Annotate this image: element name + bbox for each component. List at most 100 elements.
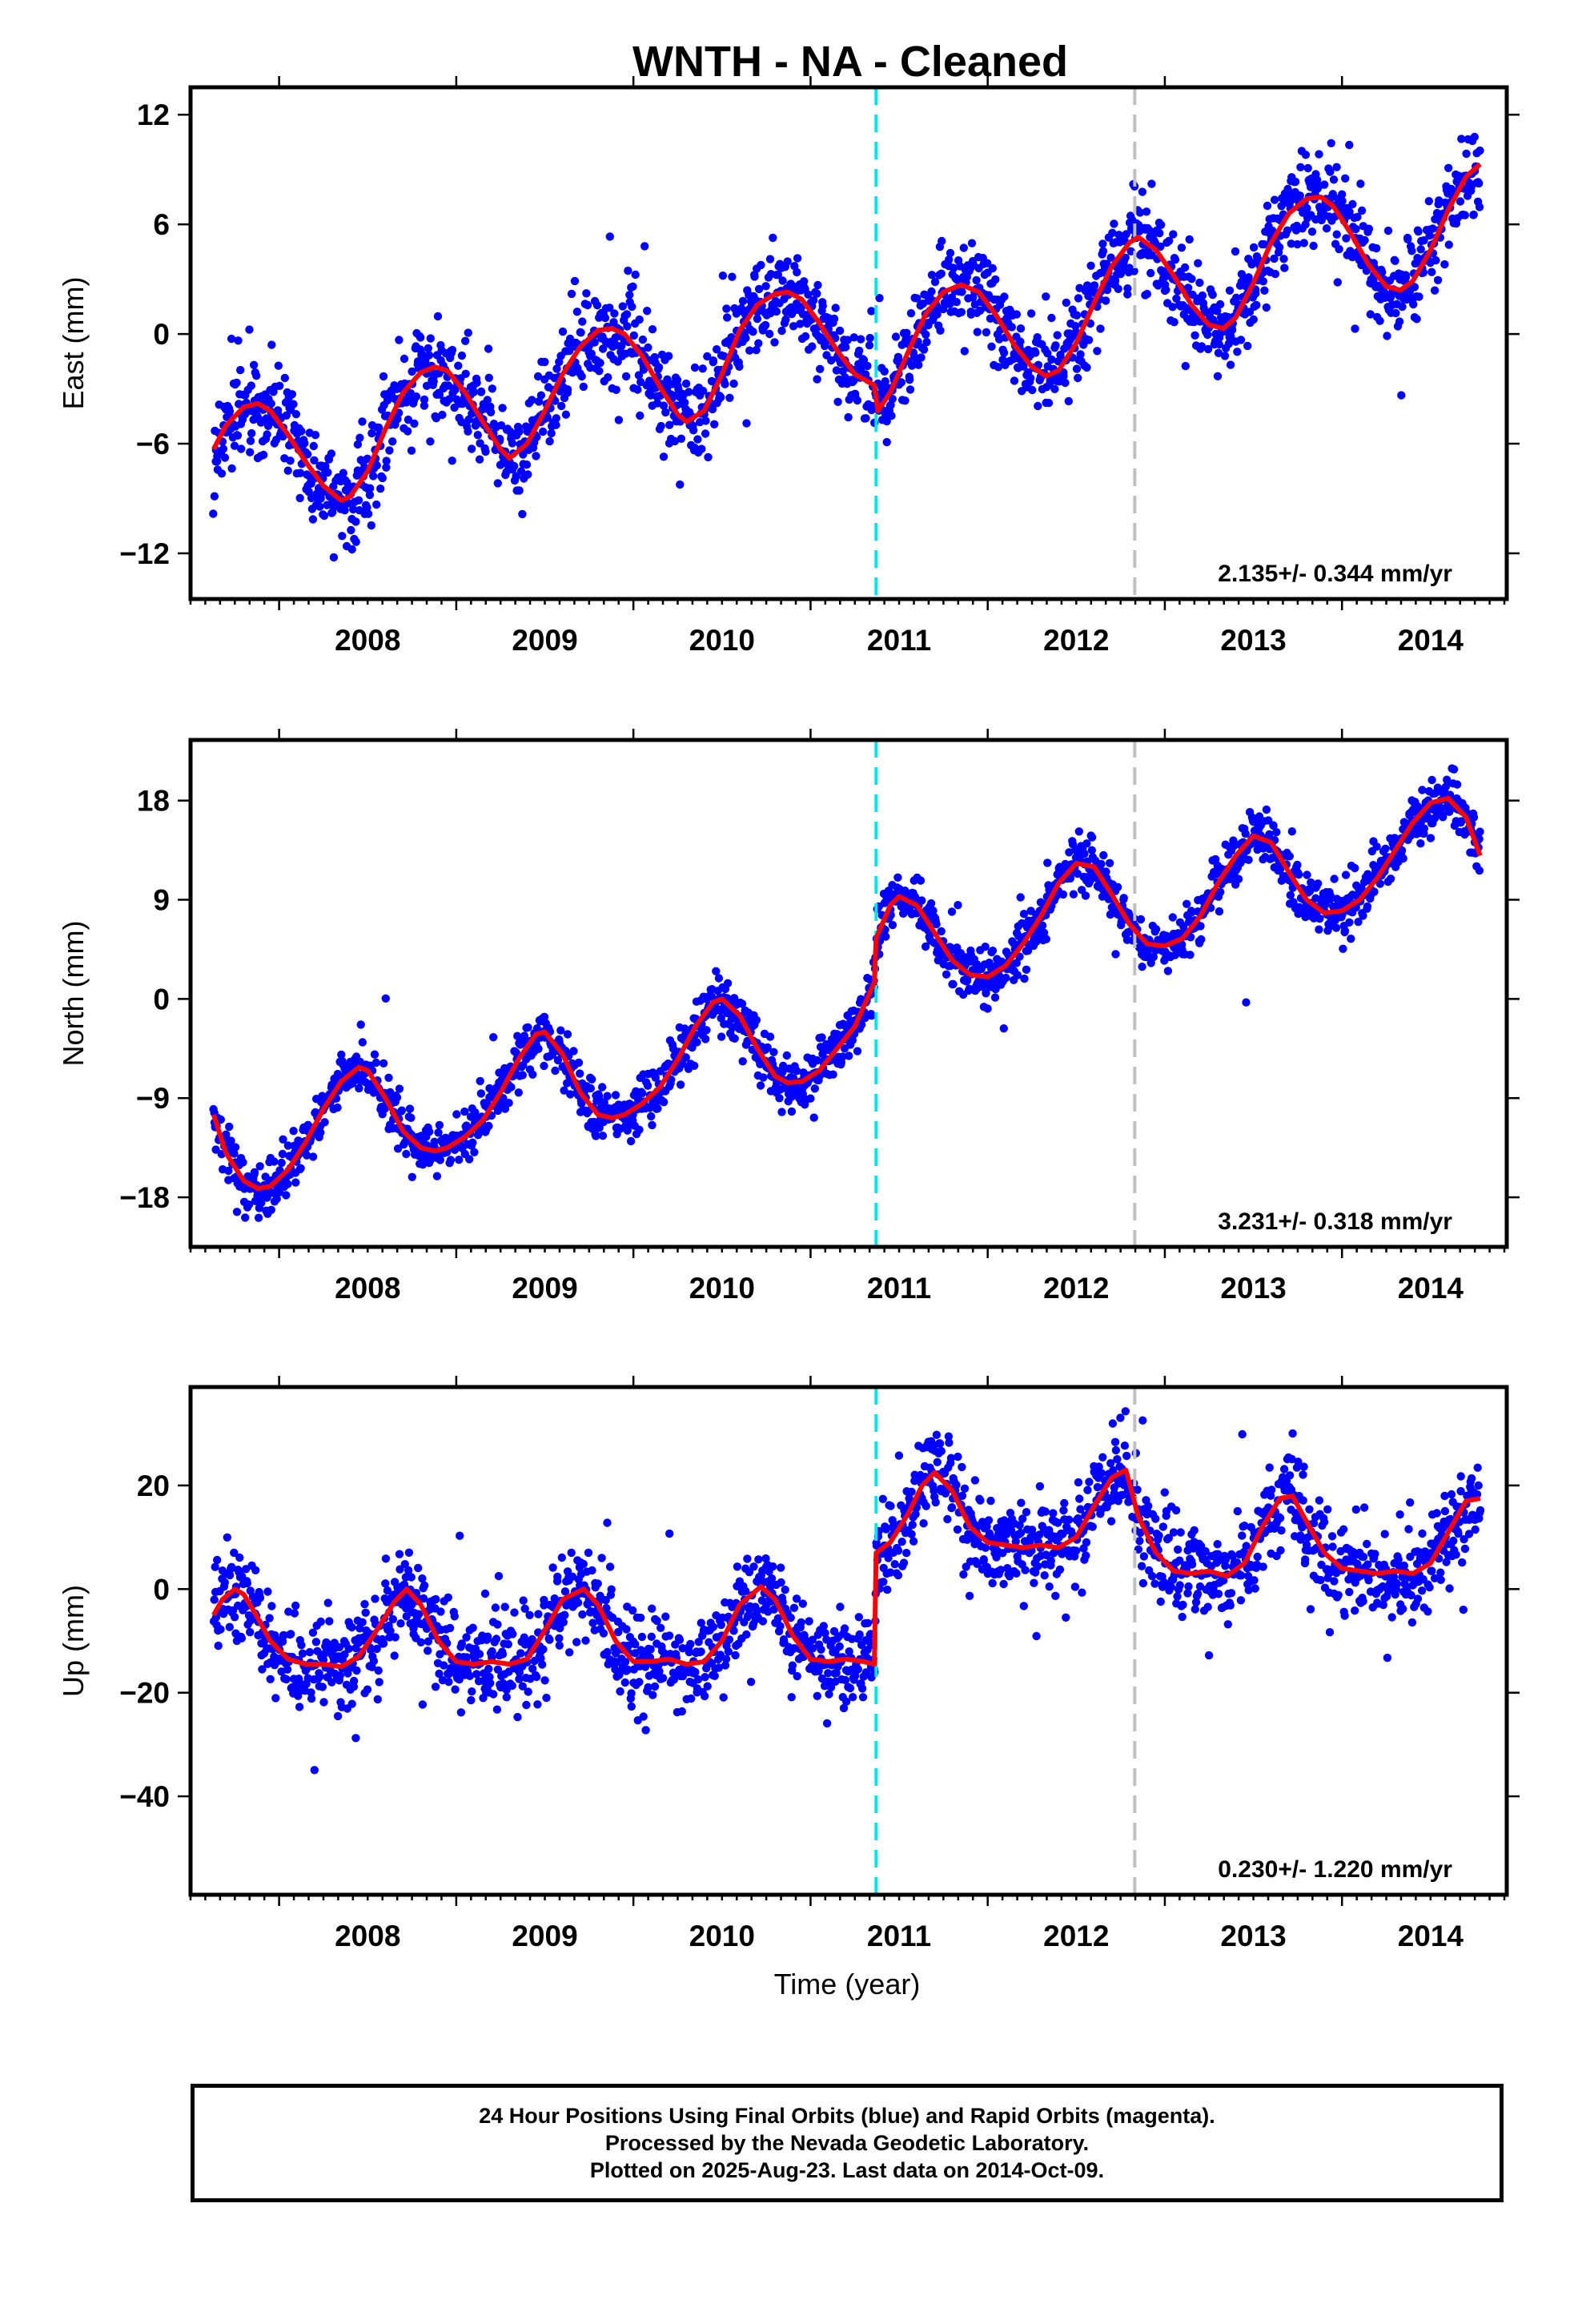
data-point — [1215, 340, 1224, 349]
data-point — [763, 1043, 772, 1052]
data-point — [315, 502, 324, 511]
data-point — [813, 289, 821, 298]
data-point — [644, 343, 652, 352]
data-point — [1345, 207, 1354, 216]
data-point — [781, 315, 790, 324]
data-point — [349, 1676, 359, 1686]
data-point — [801, 332, 810, 341]
data-point — [1286, 891, 1295, 900]
data-point — [548, 1563, 557, 1572]
data-point — [855, 346, 864, 356]
data-point — [1295, 870, 1303, 879]
data-point — [1320, 180, 1329, 189]
data-point — [988, 263, 998, 273]
data-point — [500, 1104, 510, 1113]
data-point — [1102, 259, 1111, 268]
data-point — [376, 485, 385, 493]
data-point — [373, 1695, 382, 1704]
data-point — [1338, 196, 1347, 206]
data-point — [255, 1162, 264, 1171]
data-point — [404, 427, 412, 436]
data-point — [567, 1548, 576, 1558]
data-point — [340, 1650, 349, 1659]
data-point — [1000, 292, 1009, 301]
data-point — [333, 1711, 343, 1721]
data-point — [605, 1562, 615, 1571]
data-point — [1338, 190, 1347, 199]
data-point — [424, 1647, 432, 1655]
data-point — [1275, 243, 1284, 251]
data-point — [670, 436, 680, 446]
data-point — [347, 1622, 356, 1632]
data-point — [524, 1023, 532, 1032]
y-tick-label: 12 — [137, 99, 170, 131]
data-point — [631, 1640, 640, 1649]
data-point — [468, 1138, 477, 1148]
data-point — [402, 1149, 411, 1159]
data-point — [614, 1627, 623, 1637]
data-point — [815, 364, 825, 373]
data-point — [770, 338, 779, 347]
data-point — [595, 367, 604, 376]
data-point — [456, 1708, 466, 1717]
data-point — [937, 927, 946, 936]
data-point — [223, 1533, 231, 1542]
data-point — [1182, 899, 1191, 909]
data-point — [1122, 230, 1130, 239]
data-point — [1208, 290, 1217, 300]
data-point — [451, 1685, 460, 1694]
data-point — [1185, 235, 1194, 244]
data-point — [311, 1638, 321, 1647]
data-point — [723, 313, 732, 322]
data-point — [1097, 859, 1106, 869]
data-point — [1042, 292, 1050, 301]
data-point — [1424, 197, 1434, 206]
y-tick-label: −9 — [136, 1082, 170, 1115]
data-point — [605, 304, 614, 312]
data-point — [420, 401, 429, 410]
data-point — [594, 1092, 604, 1101]
data-point — [597, 1554, 606, 1562]
data-point — [457, 1639, 466, 1648]
data-point — [1106, 253, 1115, 262]
data-point — [804, 290, 813, 299]
data-point — [617, 341, 626, 351]
data-point — [757, 260, 765, 270]
data-point — [635, 1678, 644, 1687]
data-point — [698, 386, 708, 396]
data-point — [1012, 959, 1022, 967]
data-point — [1086, 876, 1095, 885]
data-point — [1111, 950, 1120, 959]
data-point — [540, 357, 549, 367]
data-point — [1087, 833, 1097, 842]
data-point — [267, 399, 275, 408]
data-point — [536, 391, 546, 400]
data-point — [987, 342, 996, 351]
data-point — [1039, 928, 1049, 938]
y-axis-label: East (mm) — [57, 277, 90, 410]
data-point — [623, 322, 632, 331]
data-point — [568, 1572, 577, 1582]
data-point — [906, 309, 916, 318]
data-point — [307, 1694, 316, 1703]
data-point — [274, 361, 283, 370]
data-point — [1213, 372, 1223, 380]
data-point — [455, 1156, 464, 1164]
data-point — [1410, 283, 1419, 292]
data-point — [1345, 918, 1354, 927]
data-point — [246, 1627, 255, 1637]
data-point — [424, 1637, 433, 1646]
data-point — [492, 1634, 501, 1643]
data-point — [752, 1015, 761, 1025]
data-point — [315, 1672, 324, 1681]
data-point — [857, 1020, 866, 1029]
data-point — [1375, 316, 1384, 325]
data-point — [611, 1091, 620, 1100]
data-point — [1244, 855, 1253, 864]
data-point — [1265, 830, 1274, 839]
data-point — [369, 1657, 379, 1666]
data-point — [296, 1164, 305, 1173]
data-point — [1170, 318, 1178, 327]
data-point — [319, 511, 329, 521]
data-point — [282, 1675, 291, 1684]
